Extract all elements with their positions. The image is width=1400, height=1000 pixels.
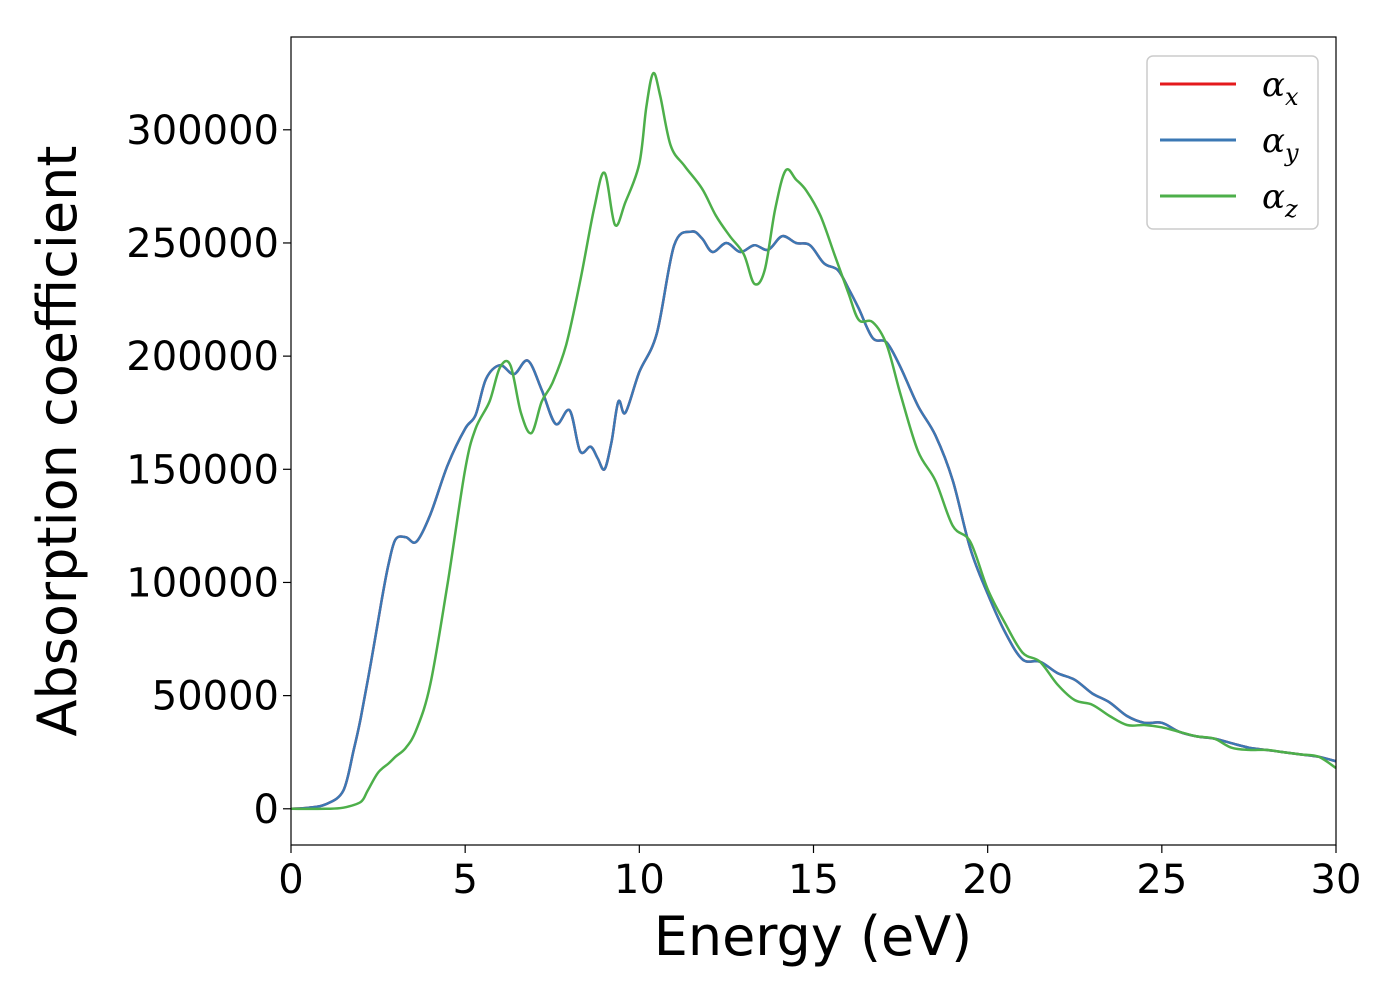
y-tick-label: 100000 [126,560,279,606]
legend-subscript: x [1285,83,1299,111]
y-axis-ticks: 0 50000 100000 150000 200000 250000 300000 [126,108,291,833]
legend-symbol: α [1262,121,1285,161]
x-tick-label: 15 [788,857,839,903]
y-tick-label: 300000 [126,108,279,154]
legend-box [1146,55,1319,230]
y-axis-title: Absorption coefficient [26,146,89,737]
y-tick-label: 0 [254,787,279,833]
y-tick-label: 150000 [126,447,279,493]
x-tick-label: 5 [452,857,477,903]
y-tick-label: 200000 [126,334,279,380]
y-tick-label: 250000 [126,221,279,267]
legend-label-z: αz [1262,177,1298,223]
x-axis-ticks: 0 5 10 15 20 25 30 [278,845,1361,903]
legend-label-y: αy [1262,121,1299,167]
legend-subscript: z [1284,195,1298,223]
x-tick-label: 0 [278,857,303,903]
x-tick-label: 10 [614,857,665,903]
x-tick-label: 30 [1311,857,1362,903]
legend-symbol: α [1262,177,1285,217]
series-line-z [290,71,1337,811]
y-tick-label: 50000 [152,674,279,720]
series-line-y [290,230,1337,811]
legend-label-x: αx [1262,65,1299,111]
legend-subscript: y [1284,139,1299,167]
x-axis-title: Energy (eV) [654,905,973,968]
legend-symbol: α [1262,65,1285,105]
series-layer [290,71,1337,811]
x-tick-label: 25 [1136,857,1187,903]
x-tick-label: 20 [962,857,1013,903]
